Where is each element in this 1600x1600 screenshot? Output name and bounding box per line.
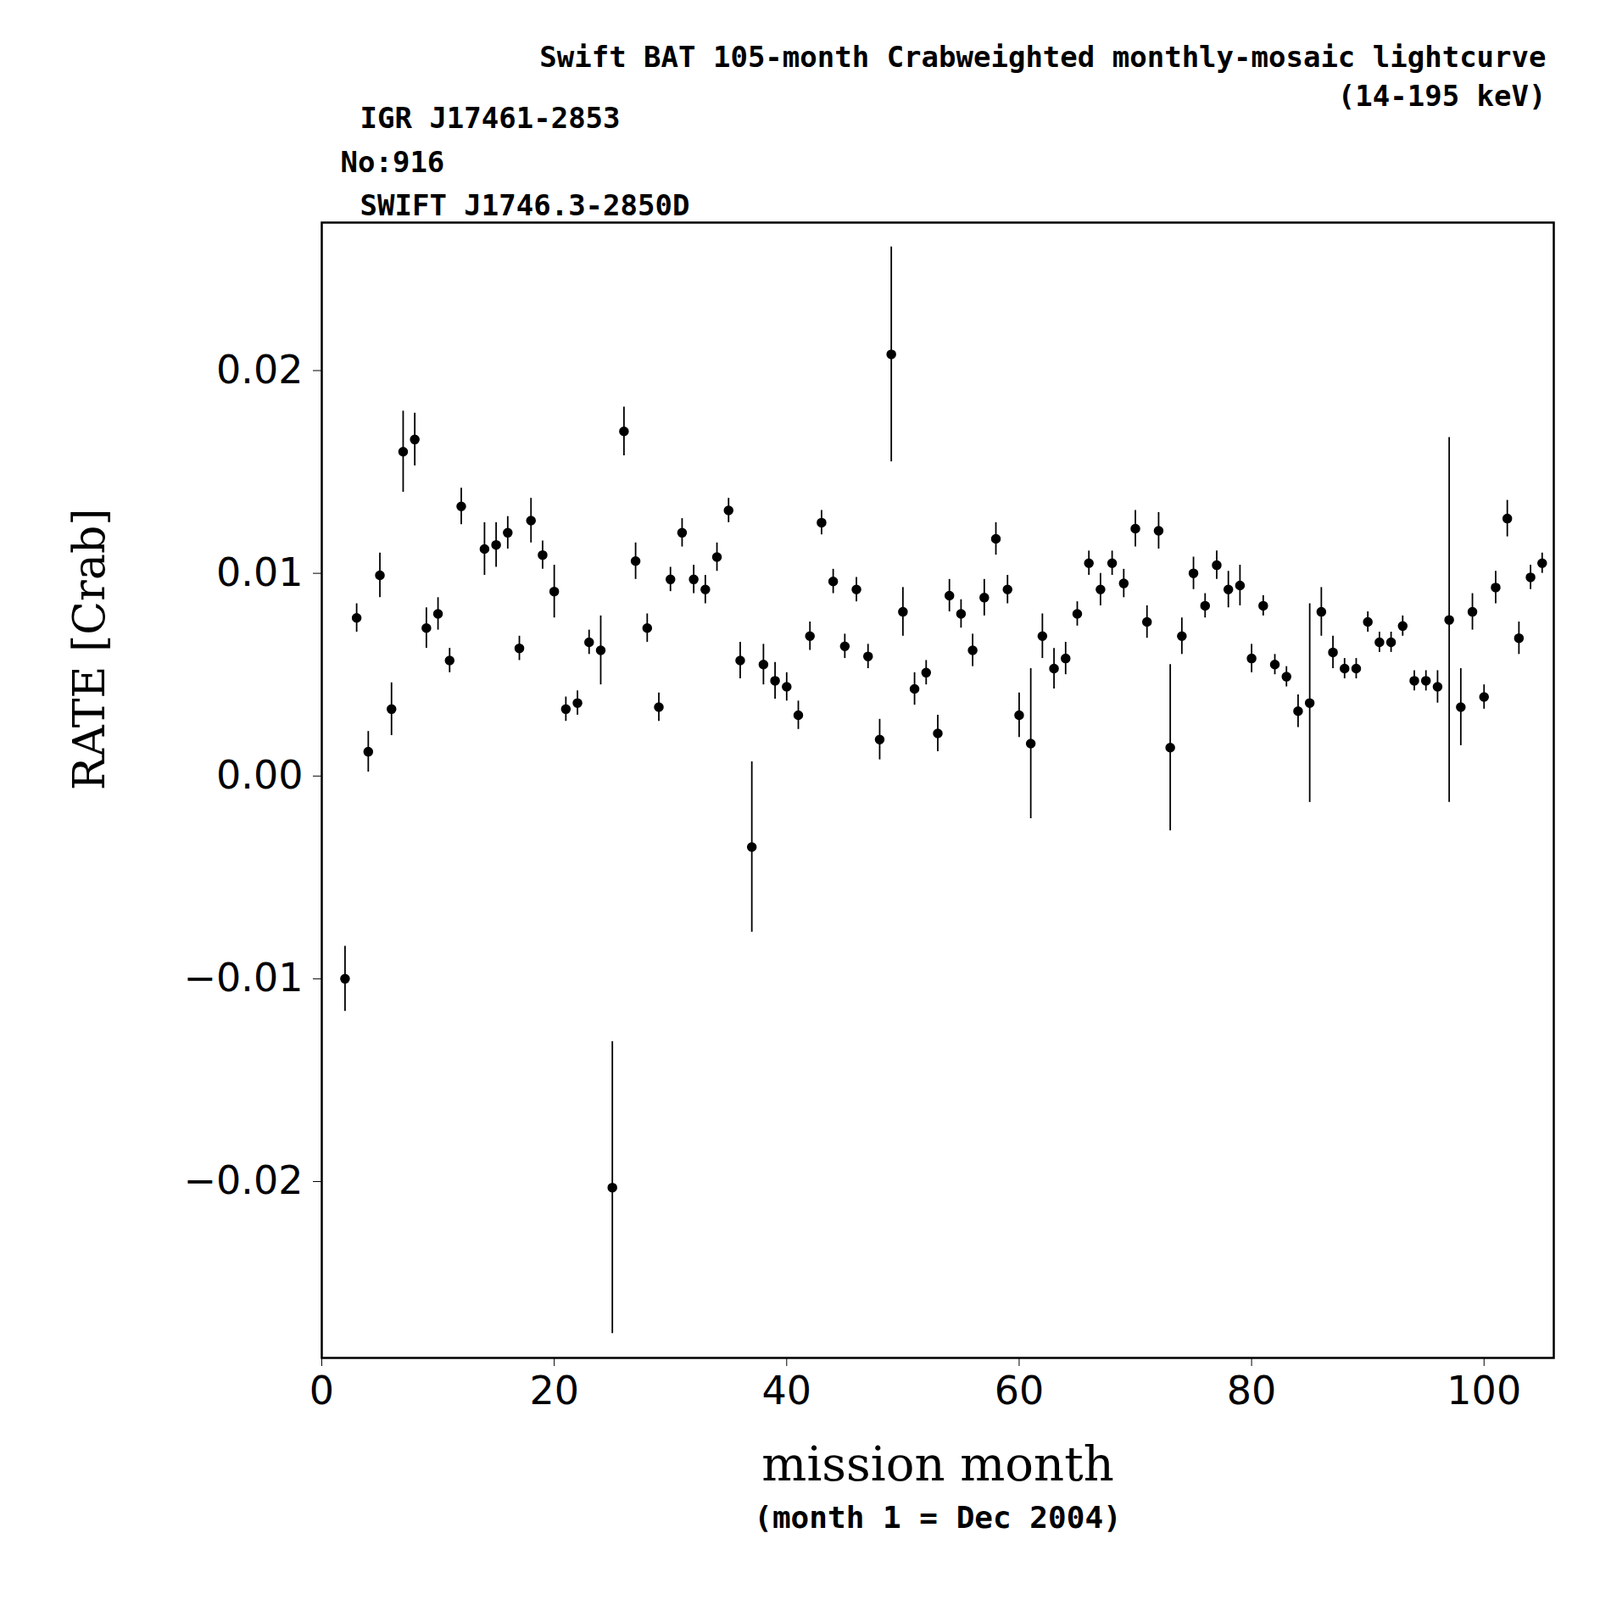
svg-text:Swift BAT 105-month Crabweight: Swift BAT 105-month Crabweighted monthly… xyxy=(539,39,1546,74)
svg-text:0.02: 0.02 xyxy=(216,346,303,393)
svg-text:(14-195 keV): (14-195 keV) xyxy=(1337,78,1547,113)
svg-text:60: 60 xyxy=(994,1367,1045,1414)
svg-text:(month 1 = Dec 2004): (month 1 = Dec 2004) xyxy=(753,1499,1121,1535)
svg-text:20: 20 xyxy=(529,1367,580,1414)
svg-text:0: 0 xyxy=(309,1367,335,1414)
svg-text:No:916: No:916 xyxy=(340,144,446,179)
svg-text:mission month: mission month xyxy=(761,1436,1114,1492)
svg-text:0.01: 0.01 xyxy=(216,549,303,596)
svg-text:IGR J17461-2853: IGR J17461-2853 xyxy=(360,100,621,135)
svg-text:100: 100 xyxy=(1446,1367,1522,1414)
svg-text:SWIFT J1746.3-2850D: SWIFT J1746.3-2850D xyxy=(360,188,691,223)
svg-text:0.00: 0.00 xyxy=(216,752,303,798)
svg-text:40: 40 xyxy=(762,1367,813,1414)
svg-text:−0.01: −0.01 xyxy=(183,954,304,1001)
svg-text:80: 80 xyxy=(1226,1367,1277,1414)
svg-text:RATE [Crab]: RATE [Crab] xyxy=(63,507,115,791)
svg-text:−0.02: −0.02 xyxy=(183,1157,304,1204)
